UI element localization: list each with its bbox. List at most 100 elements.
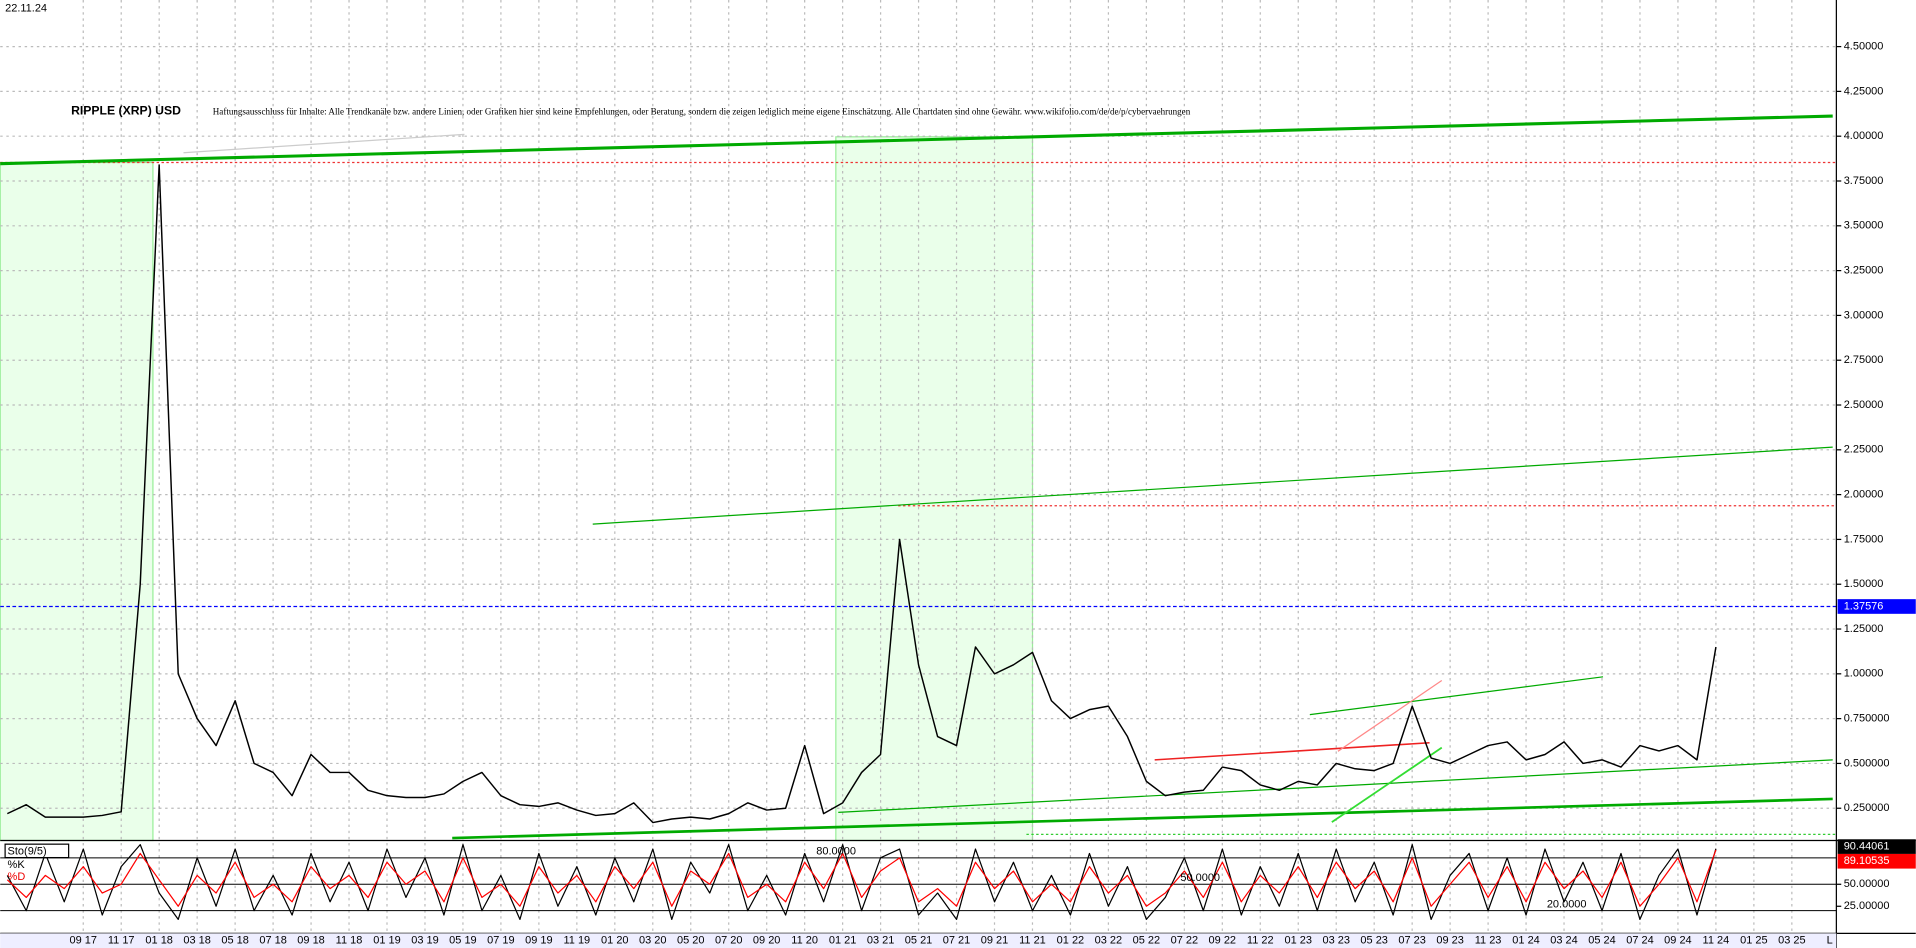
trendline (0, 114, 1833, 166)
y-tick-label: 0.500000 (1844, 757, 1890, 769)
x-tick-label: 07 18 (259, 935, 287, 947)
y-tick-label: 3.25000 (1844, 265, 1884, 277)
value-badge-label: 89.10535 (1844, 855, 1890, 867)
y-tick-label: 1.00000 (1844, 668, 1884, 680)
x-tick-label: 07 21 (943, 935, 971, 947)
series-line (6, 844, 1717, 921)
y-tick-label: 25.00000 (1844, 900, 1890, 912)
chart-title: RIPPLE (XRP) USD (71, 103, 181, 117)
y-tick-label: 1.50000 (1844, 578, 1884, 590)
y-tick-label: 0.750000 (1844, 713, 1890, 725)
series-line (6, 849, 1717, 907)
x-tick-label: 11 22 (1247, 935, 1274, 947)
x-tick-label: 09 21 (981, 935, 1009, 947)
x-tick-label: 05 20 (677, 935, 705, 947)
disclaimer: Haftungsausschluss für Inhalte: Alle Tre… (213, 106, 1191, 116)
x-tick-label: 11 23 (1475, 935, 1502, 947)
x-tick-label: 03 22 (1095, 935, 1123, 947)
level-label: 80.0000 (816, 846, 856, 858)
x-tick-label: 09 18 (297, 935, 324, 947)
x-tick-label: 01 22 (1057, 935, 1085, 947)
x-tick-label: 09 23 (1436, 935, 1463, 947)
x-tick-label: 05 22 (1133, 935, 1161, 947)
legend-label: %K (8, 859, 26, 871)
trendline (183, 133, 465, 154)
x-tick-label: 09 19 (525, 935, 553, 947)
y-tick-label: 1.25000 (1844, 623, 1884, 635)
plot-layer (0, 136, 1034, 842)
highlight-zone (0, 161, 154, 842)
x-tick-label: 01 24 (1512, 935, 1539, 947)
x-tick-label: 05 21 (905, 935, 933, 947)
y-tick-label: 2.75000 (1844, 354, 1884, 366)
y-tick-label: 2.00000 (1844, 489, 1884, 501)
x-tick-label: 09 17 (70, 935, 98, 947)
x-tick-label: 03 18 (183, 935, 211, 947)
y-tick-label: 4.25000 (1844, 85, 1884, 97)
y-tick-label: 2.25000 (1844, 444, 1884, 456)
x-tick-label: 03 21 (867, 935, 895, 947)
x-tick-label: 07 24 (1626, 935, 1653, 947)
trendline (1309, 676, 1604, 716)
trendline (592, 446, 1833, 525)
x-tick-label: 05 24 (1588, 935, 1616, 947)
y-tick-label: 3.75000 (1844, 175, 1884, 187)
x-tick-label: 03 20 (639, 935, 667, 947)
x-tick-label: 11 19 (564, 935, 591, 947)
x-tick-label: 01 21 (829, 935, 857, 947)
x-tick-label: 03 19 (411, 935, 439, 947)
x-axis-strip (0, 933, 1837, 948)
value-badge (1837, 839, 1916, 854)
x-tick-label: 11 24 (1703, 935, 1730, 947)
x-tick-label: 09 22 (1209, 935, 1237, 947)
x-tick-label: 07 23 (1398, 935, 1426, 947)
x-tick-label: 11 20 (791, 935, 818, 947)
x-end-label: L (1827, 935, 1833, 947)
x-tick-label: 05 18 (221, 935, 248, 947)
x-tick-label: 03 24 (1550, 935, 1577, 947)
drawings (0, 114, 1837, 840)
x-tick-label: 01 18 (145, 935, 173, 947)
x-tick-label: 07 20 (715, 935, 743, 947)
y-tick-label: 50.00000 (1844, 878, 1890, 890)
y-tick-label: 3.50000 (1844, 220, 1884, 232)
price-badge (1837, 599, 1916, 614)
x-tick-label: 09 24 (1664, 935, 1692, 947)
legend-label: %D (8, 871, 26, 883)
x-tick-label: 05 19 (449, 935, 477, 947)
x-tick-label: 03 23 (1322, 935, 1349, 947)
date: 22.11.24 (5, 2, 47, 14)
x-tick-label: 05 23 (1360, 935, 1387, 947)
y-tick-label: 3.00000 (1844, 309, 1884, 321)
series-layer (0, 164, 1837, 921)
x-tick-label: 01 19 (373, 935, 401, 947)
x-tick-label: 01 25 (1740, 935, 1767, 947)
x-tick-label: 07 22 (1171, 935, 1199, 947)
grid (0, 0, 1837, 934)
x-tick-label: 01 23 (1285, 935, 1312, 947)
level-label: 20.0000 (1547, 898, 1587, 910)
x-tick-label: 11 17 (108, 935, 135, 947)
y-tick-label: 0.250000 (1844, 802, 1890, 814)
trendline (838, 759, 1833, 814)
x-tick-label: 09 20 (753, 935, 781, 947)
x-tick-label: 03 25 (1778, 935, 1806, 947)
indicator-box (4, 843, 70, 859)
trendline (1337, 679, 1443, 752)
series-line (7, 164, 1717, 824)
x-tick-label: 01 20 (601, 935, 629, 947)
value-badge-label: 90.44061 (1844, 841, 1890, 853)
y-tick-label: 4.00000 (1844, 130, 1884, 142)
trendline (1331, 746, 1443, 823)
level-label: 50.0000 (1180, 872, 1220, 884)
value-badge (1837, 853, 1916, 869)
y-tick-label: 1.75000 (1844, 533, 1884, 545)
trendline (452, 797, 1833, 840)
y-tick-label: 2.50000 (1844, 399, 1884, 411)
y-tick-label: 4.50000 (1844, 41, 1884, 53)
price-badge-label: 1.37576 (1844, 600, 1884, 612)
trendline (1154, 741, 1430, 761)
highlight-zone (835, 136, 1034, 842)
x-tick-label: 11 21 (1019, 935, 1046, 947)
